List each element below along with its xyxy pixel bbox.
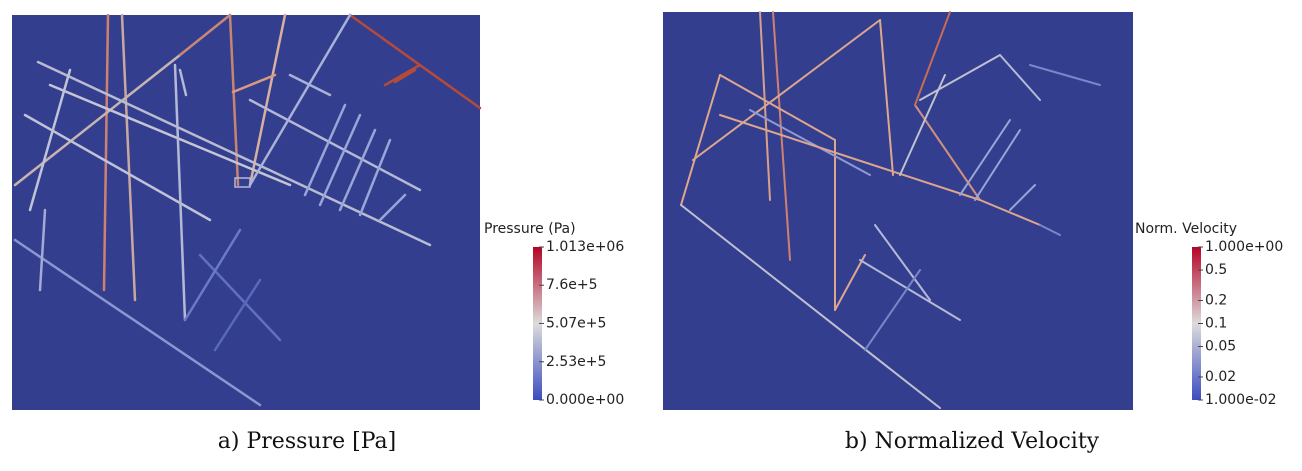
pressure-plot	[12, 15, 480, 410]
colorbar-tick-label: 0.05	[1205, 339, 1236, 355]
caption: b) Normalized Velocity	[845, 429, 1100, 454]
colorbar-tick-label: 0.02	[1205, 369, 1236, 385]
colorbar-tick-label: 5.07e+5	[546, 315, 606, 331]
fracture-network	[680, 11, 1101, 409]
colorbar	[1192, 247, 1201, 400]
colorbar-tick-label: 1.013e+06	[546, 239, 624, 255]
colorbar-tick-label: 0.000e+00	[546, 392, 624, 408]
colorbar-title: Norm. Velocity	[1135, 221, 1237, 237]
colorbar	[533, 247, 542, 400]
velocity-plot	[663, 12, 1133, 410]
colorbar-tick-label: 0.2	[1205, 292, 1227, 308]
colorbar-tick-label: 7.6e+5	[546, 277, 598, 293]
fracture-network	[13, 13, 482, 407]
colorbar-tick-label: 0.1	[1205, 316, 1227, 332]
colorbar-tick-label: 1.000e-02	[1205, 392, 1277, 408]
colorbar-tick-label: 2.53e+5	[546, 354, 606, 370]
caption: a) Pressure [Pa]	[218, 429, 396, 454]
colorbar-tick-label: 1.000e+00	[1205, 239, 1283, 255]
colorbar-tick-label: 0.5	[1205, 262, 1227, 278]
colorbar-title: Pressure (Pa)	[484, 221, 576, 237]
colorbars: Pressure (Pa) 1.013e+06 7.6e+5 5.07e+5 2.53e…	[484, 221, 1283, 408]
